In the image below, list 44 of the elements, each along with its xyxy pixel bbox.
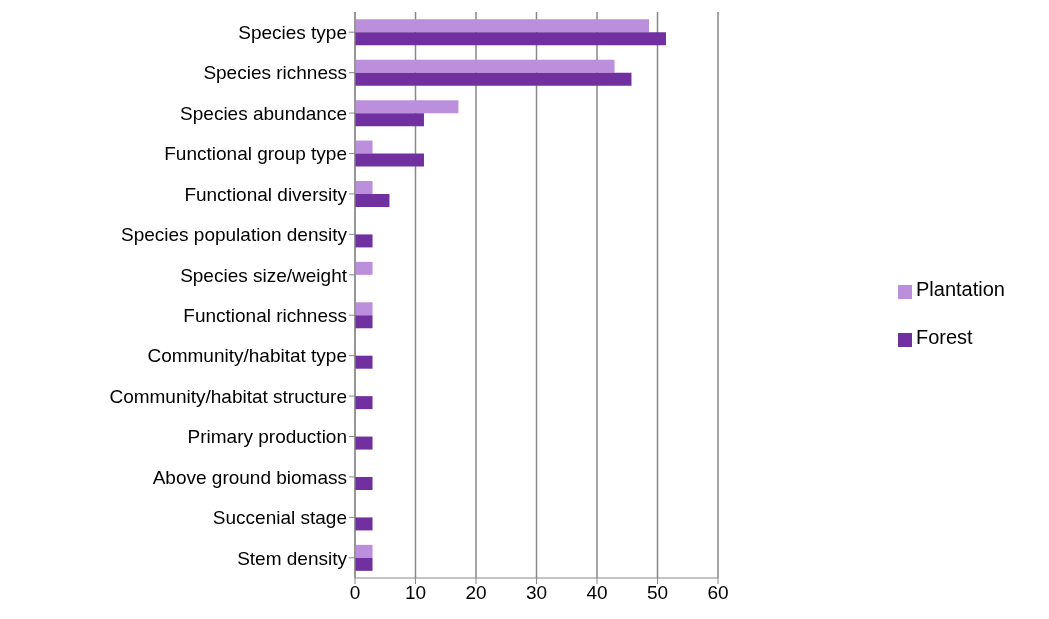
bar — [355, 234, 373, 248]
y-tick-label: Species richness — [203, 62, 347, 84]
bar — [355, 355, 373, 369]
y-tick-label: Species population density — [120, 224, 348, 246]
x-tick-label: 0 — [349, 582, 361, 604]
y-tick-label: Above ground biomass — [152, 466, 347, 488]
bar — [355, 32, 666, 46]
bar — [355, 193, 390, 207]
y-tick-label: Species size/weight — [180, 264, 348, 286]
x-tick-label: 30 — [525, 582, 548, 604]
bar — [355, 19, 650, 33]
bar — [355, 59, 615, 73]
bar — [355, 261, 373, 275]
legend-label: Forest — [916, 326, 973, 348]
y-tick-label: Functional diversity — [184, 183, 348, 205]
bar — [355, 315, 373, 329]
y-tick-label: Primary production — [187, 426, 347, 448]
x-tick-label: 20 — [465, 582, 487, 604]
y-tick-label: Community/habitat type — [147, 345, 347, 367]
bar — [355, 180, 373, 194]
legend-label: Plantation — [916, 278, 1005, 300]
bar — [355, 396, 373, 410]
y-tick-label: Functional richness — [183, 304, 347, 326]
bar — [355, 476, 373, 490]
bar — [355, 302, 373, 316]
x-tick-label: 40 — [586, 582, 608, 604]
x-tick-label: 60 — [707, 582, 729, 604]
y-tick-label: Species abundance — [180, 102, 347, 124]
bar — [355, 544, 373, 558]
x-tick-label: 50 — [646, 582, 669, 604]
x-tick-label: 10 — [404, 582, 427, 604]
bar — [355, 140, 373, 154]
y-tick-label: Species type — [238, 21, 347, 43]
bar — [355, 517, 373, 531]
bar — [355, 436, 373, 450]
y-tick-label: Functional group type — [164, 143, 347, 165]
bar — [355, 72, 632, 86]
bar — [355, 153, 424, 167]
y-tick-label: Stem density — [237, 547, 348, 569]
y-tick-label: Succenial stage — [212, 507, 347, 529]
y-tick-label: Community/habitat structure — [109, 385, 347, 407]
bar — [355, 113, 424, 127]
bar — [355, 100, 459, 114]
bar — [355, 557, 373, 571]
